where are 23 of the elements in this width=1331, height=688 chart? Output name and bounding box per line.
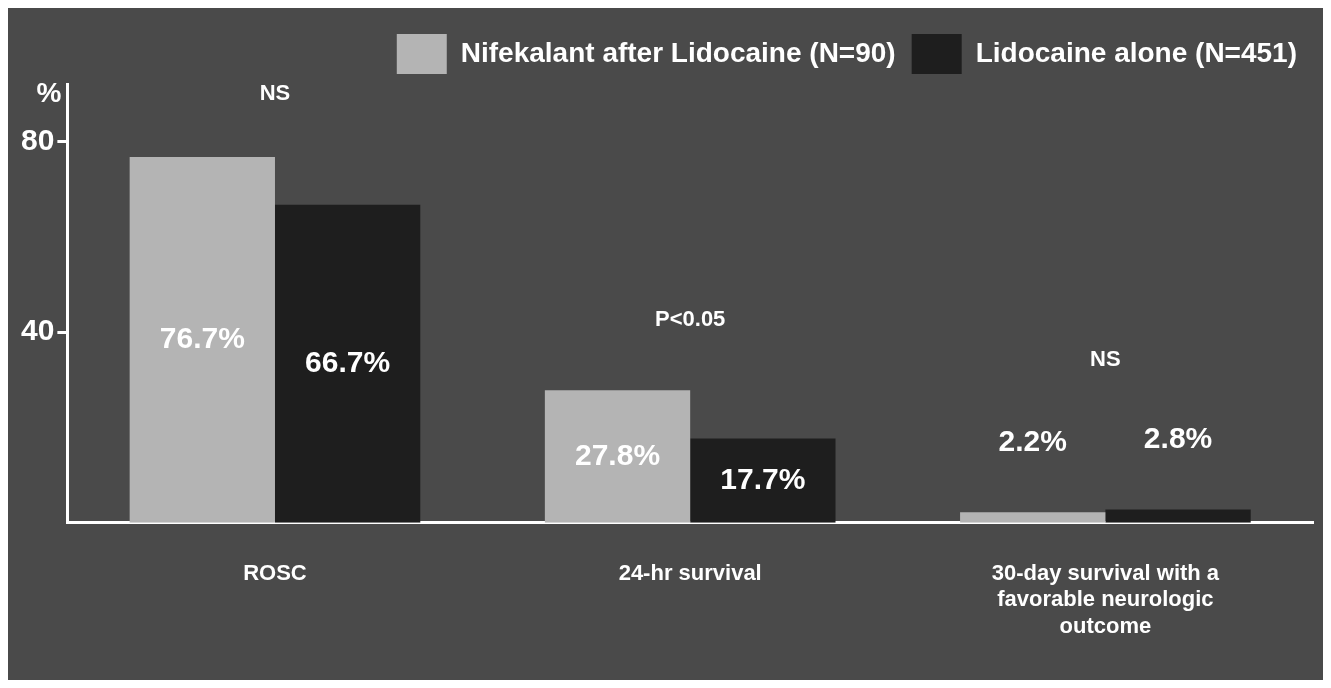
legend-label: Lidocaine alone (N=451)	[975, 36, 1298, 68]
legend-label: Nifekalant after Lidocaine (N=90)	[460, 36, 896, 68]
bar	[960, 512, 1106, 523]
y-axis-title: %	[36, 76, 62, 108]
data-label: 66.7%	[305, 345, 391, 378]
bar	[544, 390, 691, 523]
data-label: 2.8%	[1143, 420, 1213, 454]
bar	[1105, 509, 1251, 523]
annotation: NS	[1090, 345, 1121, 371]
bar	[129, 156, 275, 523]
x-tick-label: ROSC	[243, 560, 307, 586]
y-tick-label: 40	[20, 313, 55, 347]
bar	[690, 438, 836, 523]
annotation: P<0.05	[655, 306, 726, 332]
x-tick-label: 30-day survival with a favorable neurologic outcome	[991, 560, 1220, 638]
x-tick-label: 24-hr survival	[618, 560, 762, 586]
data-label: 2.2%	[998, 423, 1067, 457]
y-tick-label: 80	[20, 122, 55, 156]
bar	[274, 204, 421, 523]
data-label: 27.8%	[574, 437, 661, 471]
data-label: 17.7%	[720, 461, 806, 495]
annotation: NS	[259, 80, 291, 106]
data-label: 76.7%	[159, 321, 245, 355]
